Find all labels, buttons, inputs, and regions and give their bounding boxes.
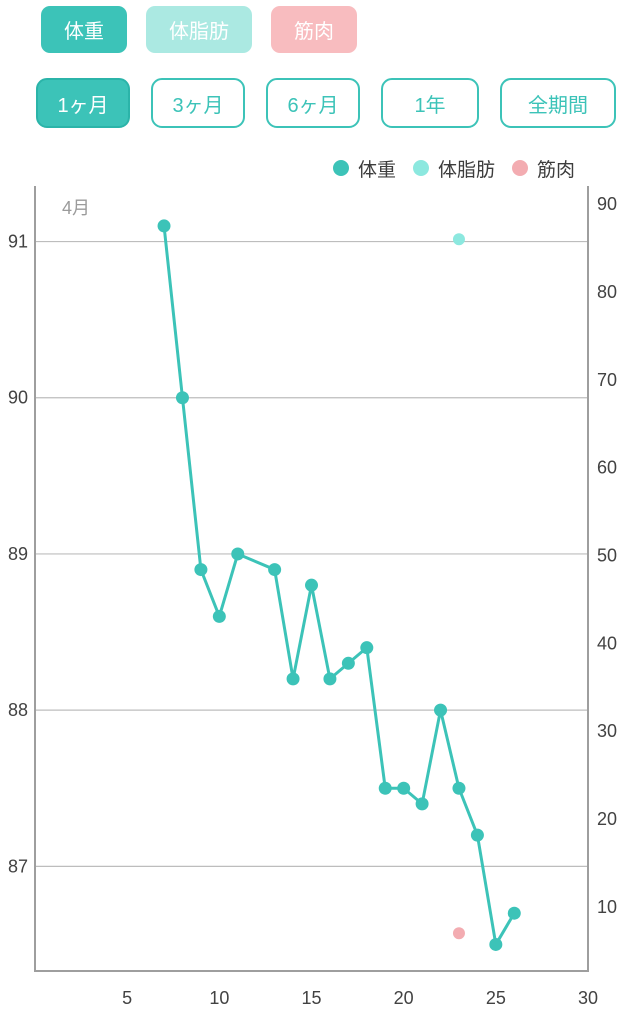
- period-button-6months[interactable]: 6ヶ月: [266, 78, 360, 128]
- y-axis-label-right: 20: [597, 809, 617, 829]
- y-axis-label-right: 10: [597, 897, 617, 917]
- y-axis-label-left: 91: [8, 232, 28, 252]
- y-axis-label-right: 30: [597, 721, 617, 741]
- period-button-all[interactable]: 全期間: [500, 78, 616, 128]
- y-axis-label-left: 89: [8, 544, 28, 564]
- y-axis-label-right: 80: [597, 282, 617, 302]
- legend-label: 体脂肪: [437, 159, 495, 181]
- period-button-1month[interactable]: 1ヶ月: [36, 78, 130, 128]
- x-axis-label: 5: [122, 988, 132, 1008]
- chart-legend: 体重 体脂肪 筋肉: [0, 158, 620, 181]
- data-point-体重: [360, 641, 374, 655]
- data-point-筋肉: [452, 927, 465, 940]
- data-point-体重: [231, 547, 245, 561]
- y-axis-label-right: 40: [597, 633, 617, 653]
- y-axis-label-left: 87: [8, 856, 28, 876]
- data-point-体重: [397, 781, 411, 795]
- data-point-体重: [157, 219, 171, 233]
- legend-item-weight: 体重: [332, 155, 396, 182]
- x-axis-label: 20: [394, 988, 414, 1008]
- data-point-体重: [507, 906, 521, 920]
- x-axis-label: 10: [209, 988, 229, 1008]
- series-line-体重: [162, 224, 516, 946]
- y-axis-label-right: 50: [597, 545, 617, 565]
- data-point-体重: [434, 703, 448, 717]
- data-point-体重: [175, 391, 189, 405]
- series-toggle-weight[interactable]: 体重: [41, 6, 127, 53]
- data-point-体重: [470, 828, 484, 842]
- series-toggle-row: 体重 体脂肪 筋肉: [0, 0, 620, 53]
- y-axis-label-right: 90: [597, 194, 617, 214]
- series-toggle-bodyfat[interactable]: 体脂肪: [146, 6, 252, 53]
- muscle-legend-dot-icon: [511, 160, 528, 176]
- legend-label: 体重: [357, 159, 396, 181]
- legend-item-muscle: 筋肉: [511, 155, 575, 182]
- y-axis-label-right: 70: [597, 370, 617, 390]
- data-point-体重: [489, 937, 503, 951]
- period-button-1year[interactable]: 1年: [381, 78, 479, 128]
- data-point-体脂肪: [452, 233, 465, 246]
- legend-item-bodyfat: 体脂肪: [412, 155, 495, 182]
- period-button-3months[interactable]: 3ヶ月: [151, 78, 245, 128]
- period-selector-row: 1ヶ月 3ヶ月 6ヶ月 1年 全期間: [0, 78, 620, 128]
- y-axis-label-left: 90: [8, 388, 28, 408]
- y-axis-label-right: 60: [597, 458, 617, 478]
- data-point-体重: [268, 563, 282, 577]
- x-axis-label: 30: [578, 988, 598, 1008]
- data-point-体重: [212, 609, 226, 623]
- data-point-体重: [194, 563, 208, 577]
- data-point-体重: [286, 672, 300, 686]
- data-point-体重: [378, 781, 392, 795]
- weight-legend-dot-icon: [332, 160, 349, 176]
- bodyfat-legend-dot-icon: [412, 160, 429, 176]
- x-axis-label: 25: [486, 988, 506, 1008]
- data-point-体重: [341, 656, 355, 670]
- data-point-体重: [305, 578, 318, 592]
- data-point-体重: [415, 797, 429, 811]
- data-point-体重: [323, 672, 337, 686]
- series-toggle-muscle[interactable]: 筋肉: [271, 6, 357, 53]
- month-label: 4月: [62, 198, 90, 218]
- x-axis-label: 15: [301, 988, 321, 1008]
- data-point-体重: [452, 781, 466, 795]
- y-axis-label-left: 88: [8, 700, 28, 720]
- weight-line-chart[interactable]: 91 90 89 88 87 90 80 70 60 50 40 30 20 10 5 10 15 20 25 30 4…: [0, 178, 620, 1024]
- legend-label: 筋肉: [536, 159, 575, 181]
